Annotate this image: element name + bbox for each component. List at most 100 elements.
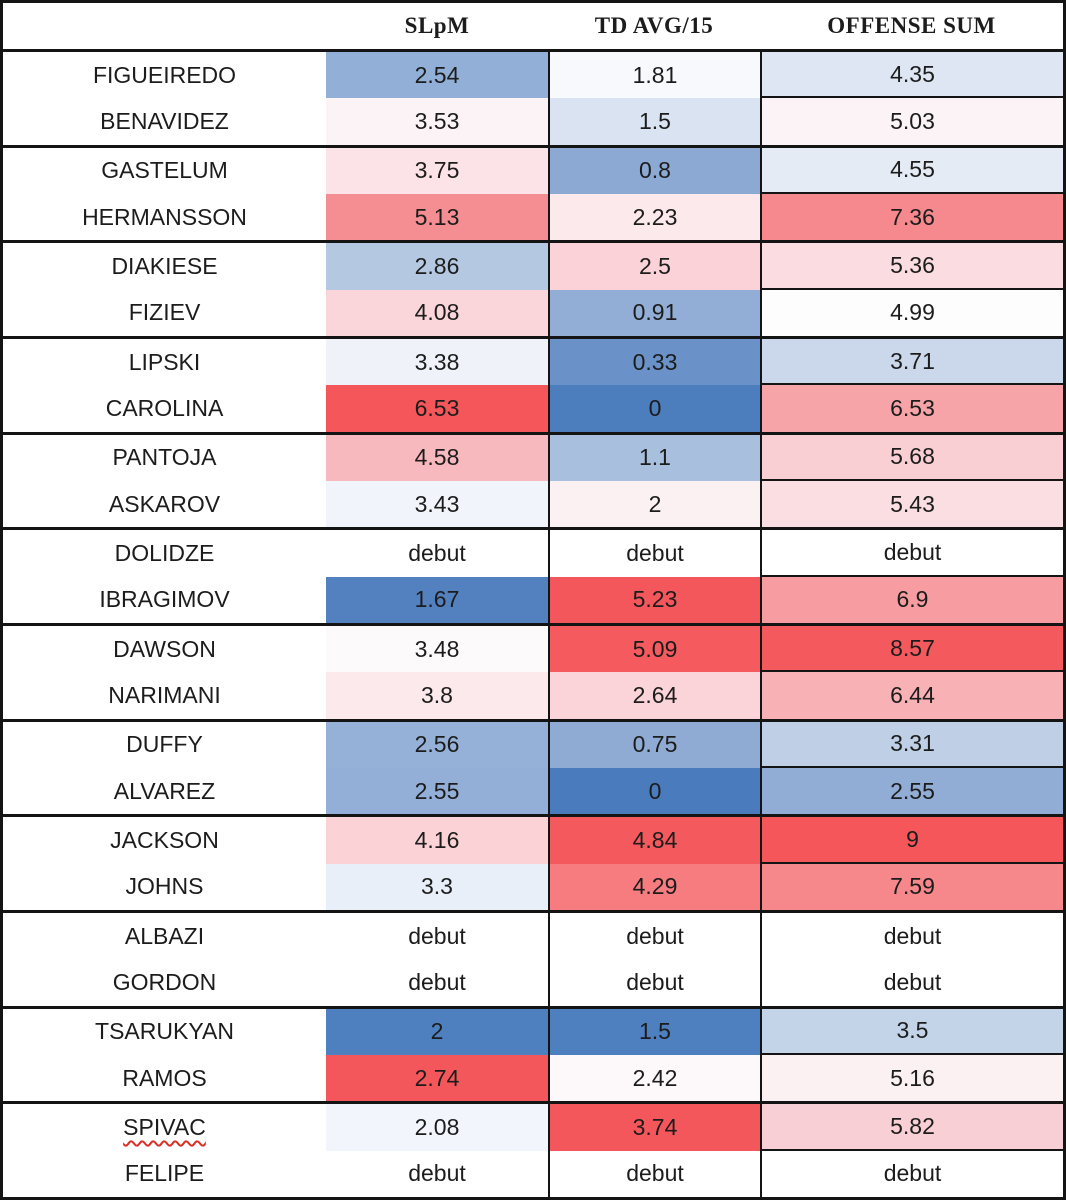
fighter-name-cell: DIAKIESE: [111, 252, 218, 279]
td-avg-cell: 0: [548, 767, 760, 815]
slpm-cell: debut: [326, 1150, 548, 1197]
td-avg-cell: 4.29: [548, 863, 760, 910]
table-row: SPIVAC 2.08 3.74 5.82: [3, 1101, 1063, 1151]
fighter-name-cell: CAROLINA: [105, 394, 224, 421]
slpm-cell: 5.13: [326, 193, 548, 241]
offense-sum-cell: debut: [760, 912, 1063, 960]
slpm-cell: 3.38: [326, 338, 548, 386]
slpm-cell: 2: [326, 1008, 548, 1055]
slpm-cell: 6.53: [326, 385, 548, 432]
slpm-cell: 2.74: [326, 1054, 548, 1102]
slpm-cell: 3.53: [326, 98, 548, 145]
fighter-name-cell: GASTELUM: [101, 157, 228, 184]
slpm-cell: 2.08: [326, 1104, 548, 1151]
table-row: LIPSKI 3.38 0.33 3.71: [3, 335, 1063, 386]
offense-sum-cell: 8.57: [760, 625, 1063, 673]
slpm-cell: 2.86: [326, 243, 548, 290]
td-avg-cell: 2.42: [548, 1054, 760, 1102]
header-offense-sum: OFFENSE SUM: [827, 13, 996, 38]
fighter-name-cell: ALBAZI: [124, 922, 205, 949]
td-avg-cell: 1.1: [548, 434, 760, 481]
offense-sum-cell: 5.68: [760, 434, 1063, 481]
fighter-name-cell: TSARUKYAN: [95, 1018, 234, 1045]
td-avg-cell: debut: [548, 912, 760, 960]
offense-sum-cell: 7.59: [760, 863, 1063, 910]
offense-sum-cell: 3.71: [760, 338, 1063, 386]
slpm-cell: 2.54: [326, 52, 548, 99]
offense-sum-cell: 2.55: [760, 767, 1063, 815]
offense-sum-cell: 6.9: [760, 576, 1063, 623]
offense-sum-cell: debut: [760, 530, 1063, 577]
table-row: RAMOS 2.74 2.42 5.16: [3, 1054, 1063, 1102]
slpm-cell: debut: [326, 530, 548, 577]
table-row: GORDON debut debut debut: [3, 959, 1063, 1006]
td-avg-cell: 3.74: [548, 1104, 760, 1151]
fighter-name-cell: NARIMANI: [108, 681, 221, 708]
table-row: HERMANSSON 5.13 2.23 7.36: [3, 193, 1063, 241]
table-row: PANTOJA 4.58 1.1 5.68: [3, 431, 1063, 481]
fighter-name-cell: ASKAROV: [108, 490, 221, 517]
header-td-avg: TD AVG/15: [594, 13, 714, 38]
table-row: FIZIEV 4.08 0.91 4.99: [3, 289, 1063, 336]
offense-sum-cell: 4.55: [760, 147, 1063, 194]
td-avg-cell: 2.23: [548, 193, 760, 241]
fighter-name-cell: DUFFY: [126, 731, 203, 758]
slpm-cell: 4.16: [326, 817, 548, 864]
table-row: BENAVIDEZ 3.53 1.5 5.03: [3, 98, 1063, 145]
slpm-cell: debut: [326, 959, 548, 1006]
table-row: DUFFY 2.56 0.75 3.31: [3, 718, 1063, 768]
td-avg-cell: 5.23: [548, 576, 760, 623]
fighter-name-cell: BENAVIDEZ: [100, 107, 229, 134]
fighter-name-cell: IBRAGIMOV: [99, 586, 230, 613]
fighter-name-cell: ALVAREZ: [113, 777, 216, 804]
offense-sum-cell: 7.36: [760, 193, 1063, 241]
offense-sum-cell: 5.36: [760, 243, 1063, 290]
table-row: DOLIDZE debut debut debut: [3, 527, 1063, 577]
offense-sum-cell: 4.35: [760, 52, 1063, 99]
fighter-name-cell: DOLIDZE: [114, 539, 215, 566]
table-row: ALVAREZ 2.55 0 2.55: [3, 767, 1063, 815]
fighter-name-cell: RAMOS: [122, 1064, 207, 1091]
fighter-name-misspelled: SPIVAC: [123, 1113, 206, 1140]
table-row: FIGUEIREDO 2.54 1.81 4.35: [3, 49, 1063, 99]
fighter-name-cell: FIZIEV: [128, 299, 201, 326]
offense-sum-cell: 5.43: [760, 480, 1063, 528]
slpm-cell: 3.48: [326, 625, 548, 673]
slpm-cell: 3.75: [326, 147, 548, 194]
td-avg-cell: 0.91: [548, 289, 760, 336]
slpm-cell: 3.43: [326, 480, 548, 528]
table-body: FIGUEIREDO 2.54 1.81 4.35 BENAVIDEZ 3.53 1.5 5.…: [3, 49, 1063, 1197]
slpm-cell: 2.55: [326, 767, 548, 815]
td-avg-cell: 4.84: [548, 817, 760, 864]
fighter-name-cell: PANTOJA: [112, 444, 217, 471]
td-avg-cell: 1.81: [548, 52, 760, 99]
td-avg-cell: 2: [548, 480, 760, 528]
fighter-name-cell: GORDON: [112, 968, 217, 995]
table-header-row: SLpM TD AVG/15 OFFENSE SUM: [3, 3, 1063, 49]
offense-sum-cell: 6.53: [760, 385, 1063, 432]
td-avg-cell: 0.75: [548, 721, 760, 768]
offense-sum-cell: 5.82: [760, 1104, 1063, 1151]
slpm-cell: debut: [326, 912, 548, 960]
offense-sum-cell: debut: [760, 959, 1063, 1006]
table-row: NARIMANI 3.8 2.64 6.44: [3, 672, 1063, 719]
td-avg-cell: 0.8: [548, 147, 760, 194]
table-row: IBRAGIMOV 1.67 5.23 6.9: [3, 576, 1063, 623]
slpm-cell: 4.58: [326, 434, 548, 481]
td-avg-cell: 0.33: [548, 338, 760, 386]
header-slpm: SLpM: [404, 13, 470, 38]
offense-sum-cell: 6.44: [760, 672, 1063, 719]
slpm-cell: 3.3: [326, 863, 548, 910]
td-avg-cell: debut: [548, 530, 760, 577]
fighter-name-cell: LIPSKI: [128, 348, 201, 375]
fighter-name-cell: JACKSON: [110, 826, 219, 853]
td-avg-cell: 1.5: [548, 98, 760, 145]
offense-sum-cell: debut: [760, 1150, 1063, 1197]
fighter-name-cell: SPIVAC: [3, 1104, 326, 1150]
slpm-cell: 1.67: [326, 576, 548, 623]
td-avg-cell: 5.09: [548, 625, 760, 673]
slpm-cell: 4.08: [326, 289, 548, 336]
table-row: ALBAZI debut debut debut: [3, 909, 1063, 960]
header-fighter-column: [3, 3, 326, 49]
